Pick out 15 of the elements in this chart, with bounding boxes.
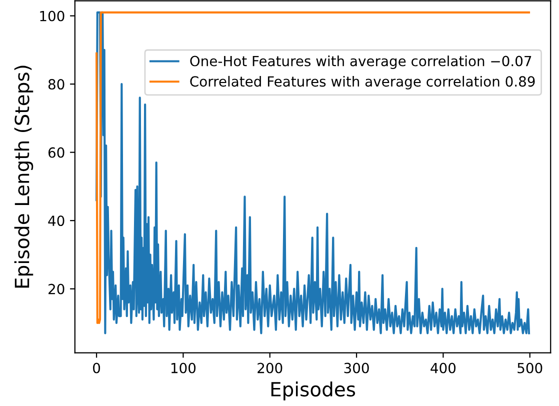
x-tick-label: 300 [344, 362, 369, 374]
x-tick-label: 400 [430, 362, 456, 374]
x-tick-label: 0 [93, 362, 100, 374]
x-axis-title: Episodes [271, 382, 356, 400]
y-tick-label: 100 [40, 10, 64, 22]
legend-label: One-Hot Features with average correlation −0.07 [190, 56, 532, 69]
legend-label: Correlated Features with average correlation 0.89 [190, 76, 535, 90]
y-tick-label: 20 [48, 284, 64, 294]
x-tick-label: 500 [518, 362, 542, 374]
y-tick-label: 80 [48, 79, 64, 90]
x-tick-label: 100 [171, 362, 196, 374]
y-tick-label: 60 [48, 147, 64, 158]
y-tick-label: 40 [48, 216, 64, 226]
x-tick-label: 200 [258, 362, 282, 374]
y-axis-title: Episode Length (Steps) [14, 66, 34, 288]
